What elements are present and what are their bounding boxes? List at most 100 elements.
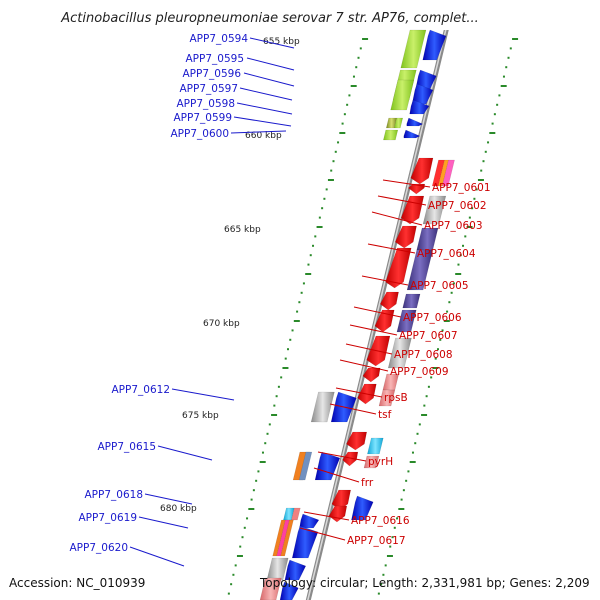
gene-feature[interactable] [394, 225, 417, 249]
gene-feature[interactable] [374, 309, 395, 333]
gene-feature[interactable] [396, 309, 417, 333]
tick-mark [409, 461, 416, 463]
gene-feature[interactable] [400, 195, 425, 225]
tick-mark [343, 113, 346, 116]
gene-feature[interactable] [390, 79, 415, 111]
tick-mark [391, 536, 394, 539]
gene-label-app7-0597[interactable]: APP7_0597 [180, 83, 239, 95]
tick-mark [241, 536, 244, 539]
gene-label-app7-0606[interactable]: APP7_0606 [403, 312, 462, 324]
tick-mark [277, 385, 280, 388]
gene-feature[interactable] [407, 183, 426, 195]
gene-feature[interactable] [409, 99, 430, 115]
gene-label-app7-0594[interactable]: APP7_0594 [190, 33, 249, 45]
gene-feature[interactable] [393, 117, 404, 129]
tick-mark [448, 301, 451, 304]
gene-label-app7-0603[interactable]: APP7_0603 [424, 220, 483, 232]
gene-label-app7-0602[interactable]: APP7_0602 [428, 200, 487, 212]
gene-feature[interactable] [259, 577, 282, 600]
gene-label-app7-0595[interactable]: APP7_0595 [186, 53, 245, 65]
scale-label-655: 655 kbp [263, 37, 300, 47]
gene-feature[interactable] [403, 129, 421, 139]
tick-mark [411, 451, 414, 454]
gene-features [259, 29, 455, 600]
gene-feature[interactable] [422, 29, 447, 61]
gene-label-app7-0599[interactable]: APP7_0599 [174, 112, 233, 124]
tick-mark [462, 244, 465, 247]
gene-label-app7-0619[interactable]: APP7_0619 [79, 512, 138, 524]
gene-feature[interactable] [291, 507, 301, 521]
gene-label-app7-0612[interactable]: APP7_0612 [112, 384, 171, 396]
gene-feature[interactable] [280, 519, 294, 557]
tick-mark [439, 338, 442, 341]
gene-label-app7-0616[interactable]: APP7_0616 [351, 515, 410, 527]
scale-label-665: 665 kbp [224, 225, 261, 235]
gene-label-app7-0609[interactable]: APP7_0609 [390, 366, 449, 378]
gene-label-app7-0604[interactable]: APP7_0604 [417, 248, 476, 260]
gene-label-rpsb[interactable]: rpsB [384, 392, 408, 404]
gene-feature[interactable] [385, 247, 412, 289]
leader-line [349, 324, 398, 336]
gene-label-app7-0601[interactable]: APP7_0601 [432, 182, 491, 194]
right-gene-labels: APP7_0601 APP7_0602 APP7_0603 APP7_0604 … [347, 182, 491, 547]
gene-feature[interactable] [400, 29, 427, 69]
gene-feature[interactable] [284, 559, 307, 581]
tick-mark [346, 103, 349, 106]
gene-label-app7-0620[interactable]: APP7_0620 [70, 542, 129, 554]
gene-feature[interactable] [291, 525, 319, 559]
tick-mark [416, 432, 419, 435]
gene-label-app7-0600[interactable]: APP7_0600 [171, 128, 230, 140]
tick-mark [502, 75, 505, 78]
gene-feature[interactable] [441, 159, 455, 187]
gene-label-app7-0615[interactable]: APP7_0615 [98, 441, 157, 453]
gene-feature[interactable] [422, 195, 447, 225]
gene-feature[interactable] [351, 495, 374, 521]
gene-label-app7-0617[interactable]: APP7_0617 [347, 535, 406, 547]
gene-label-tsf[interactable]: tsf [378, 409, 392, 421]
tick-mark [332, 160, 335, 163]
tick-mark [484, 150, 487, 153]
tick-mark [252, 489, 255, 492]
gene-feature[interactable] [363, 455, 380, 469]
gene-label-frr[interactable]: frr [361, 477, 374, 489]
gene-feature[interactable] [310, 391, 335, 423]
gene-feature[interactable] [266, 557, 289, 581]
topology-text: Topology: circular; Length: 2,331,981 bp… [259, 576, 590, 590]
gene-feature[interactable] [298, 451, 313, 481]
gene-feature[interactable] [387, 337, 412, 369]
scale-label-670: 670 kbp [203, 319, 240, 329]
gene-label-app7-0618[interactable]: APP7_0618 [85, 489, 144, 501]
gene-feature[interactable] [367, 437, 384, 455]
leader-line [138, 516, 189, 529]
gene-feature[interactable] [379, 291, 399, 311]
tick-mark [298, 301, 301, 304]
leader-line [299, 527, 346, 541]
gene-feature[interactable] [346, 431, 368, 451]
leader-line [377, 195, 427, 206]
tick-mark [493, 113, 496, 116]
gene-label-app7-0608[interactable]: APP7_0608 [394, 349, 453, 361]
gene-label-pyrh[interactable]: pyrH [368, 456, 393, 468]
gene-feature[interactable] [378, 389, 396, 407]
tick-mark [434, 357, 437, 360]
gene-feature[interactable] [299, 513, 320, 529]
gene-label-app7-0607[interactable]: APP7_0607 [399, 330, 458, 342]
gene-feature[interactable] [342, 451, 359, 467]
tick-mark [266, 432, 269, 435]
tick-mark [487, 141, 490, 144]
gene-feature[interactable] [406, 117, 424, 127]
gene-feature[interactable] [406, 249, 434, 291]
tick-mark [286, 348, 289, 351]
gene-feature[interactable] [402, 293, 421, 309]
gene-feature[interactable] [362, 367, 381, 383]
tick-mark [430, 376, 433, 379]
gene-feature[interactable] [279, 581, 299, 600]
gene-label-app7-0598[interactable]: APP7_0598 [177, 98, 236, 110]
gene-feature[interactable] [314, 451, 341, 481]
gene-feature[interactable] [383, 129, 399, 141]
gene-label-app7-0596[interactable]: APP7_0596 [183, 68, 242, 80]
gene-feature[interactable] [410, 157, 434, 185]
gene-label-app7-0605[interactable]: APP7_0605 [410, 280, 469, 292]
tick-mark [507, 56, 510, 59]
leader-line [313, 467, 360, 483]
